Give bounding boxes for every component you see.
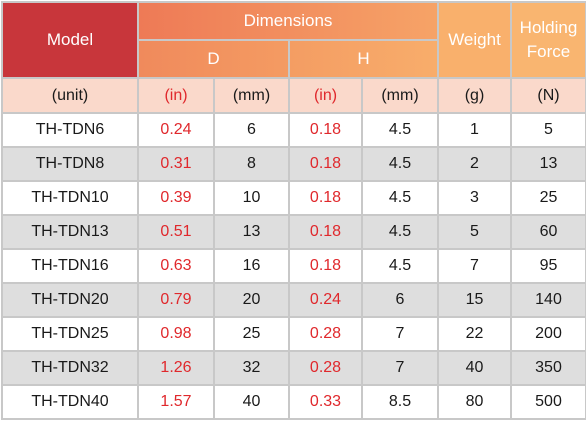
table-row: TH-TDN8 0.31 8 0.18 4.5 2 13 — [1, 146, 586, 182]
weight-header: Weight — [437, 1, 512, 79]
cell-force: 5 — [510, 112, 586, 148]
cell-h-in: 0.18 — [288, 180, 363, 216]
cell-d-in: 0.24 — [137, 112, 215, 148]
holding-force-header-line2: Force — [526, 42, 571, 61]
cell-d-in: 0.79 — [137, 282, 215, 318]
cell-h-in: 0.28 — [288, 316, 363, 352]
cell-h-mm: 4.5 — [361, 248, 439, 284]
unit-model: (unit) — [1, 77, 139, 114]
cell-h-in: 0.18 — [288, 146, 363, 182]
cell-d-mm: 13 — [213, 214, 290, 250]
cell-d-in: 0.31 — [137, 146, 215, 182]
cell-model: TH-TDN32 — [1, 350, 139, 386]
table-row: TH-TDN6 0.24 6 0.18 4.5 1 5 — [1, 112, 586, 148]
cell-h-mm: 4.5 — [361, 112, 439, 148]
header-row-1: Model Dimensions Weight Holding Force — [1, 1, 586, 79]
cell-h-in: 0.18 — [288, 214, 363, 250]
cell-h-in: 0.28 — [288, 350, 363, 386]
holding-force-header: Holding Force — [510, 1, 586, 79]
cell-force: 60 — [510, 214, 586, 250]
cell-weight: 7 — [437, 248, 512, 284]
cell-weight: 15 — [437, 282, 512, 318]
table-row: TH-TDN20 0.79 20 0.24 6 15 140 — [1, 282, 586, 318]
cell-weight: 40 — [437, 350, 512, 386]
cell-model: TH-TDN16 — [1, 248, 139, 284]
cell-model: TH-TDN6 — [1, 112, 139, 148]
cell-h-mm: 4.5 — [361, 146, 439, 182]
cell-weight: 80 — [437, 384, 512, 420]
unit-d-in: (in) — [137, 77, 215, 114]
unit-force: (N) — [510, 77, 586, 114]
cell-weight: 5 — [437, 214, 512, 250]
cell-d-in: 0.63 — [137, 248, 215, 284]
cell-d-mm: 10 — [213, 180, 290, 216]
cell-h-mm: 4.5 — [361, 180, 439, 216]
cell-h-mm: 7 — [361, 350, 439, 386]
cell-weight: 2 — [437, 146, 512, 182]
table-body: (unit) (in) (mm) (in) (mm) (g) (N) TH-TD… — [1, 77, 586, 420]
cell-force: 140 — [510, 282, 586, 318]
cell-force: 350 — [510, 350, 586, 386]
cell-d-mm: 20 — [213, 282, 290, 318]
table-row: TH-TDN25 0.98 25 0.28 7 22 200 — [1, 316, 586, 352]
table-row: TH-TDN13 0.51 13 0.18 4.5 5 60 — [1, 214, 586, 250]
table-row: TH-TDN40 1.57 40 0.33 8.5 80 500 — [1, 384, 586, 420]
cell-weight: 22 — [437, 316, 512, 352]
cell-h-in: 0.18 — [288, 248, 363, 284]
cell-h-mm: 4.5 — [361, 214, 439, 250]
cell-d-in: 0.39 — [137, 180, 215, 216]
cell-model: TH-TDN10 — [1, 180, 139, 216]
header-row-2: D H — [2, 39, 586, 79]
cell-d-mm: 25 — [213, 316, 290, 352]
cell-model: TH-TDN25 — [1, 316, 139, 352]
cell-model: TH-TDN40 — [1, 384, 139, 420]
table-header: Model Dimensions Weight Holding Force D … — [1, 1, 586, 79]
cell-d-in: 0.98 — [137, 316, 215, 352]
d-header: D — [137, 39, 290, 79]
unit-row: (unit) (in) (mm) (in) (mm) (g) (N) — [1, 77, 586, 114]
unit-h-mm: (mm) — [361, 77, 439, 114]
cell-force: 25 — [510, 180, 586, 216]
cell-force: 200 — [510, 316, 586, 352]
cell-model: TH-TDN13 — [1, 214, 139, 250]
unit-h-in: (in) — [288, 77, 363, 114]
unit-d-mm: (mm) — [213, 77, 290, 114]
cell-d-mm: 40 — [213, 384, 290, 420]
table-row: TH-TDN32 1.26 32 0.28 7 40 350 — [1, 350, 586, 386]
cell-h-mm: 7 — [361, 316, 439, 352]
h-header: H — [288, 39, 439, 79]
cell-d-in: 1.26 — [137, 350, 215, 386]
dimensions-header: Dimensions — [137, 1, 439, 41]
cell-d-mm: 16 — [213, 248, 290, 284]
cell-force: 13 — [510, 146, 586, 182]
table-row: TH-TDN10 0.39 10 0.18 4.5 3 25 — [1, 180, 586, 216]
model-header: Model — [1, 1, 139, 79]
cell-d-mm: 6 — [213, 112, 290, 148]
table-row: TH-TDN16 0.63 16 0.18 4.5 7 95 — [1, 248, 586, 284]
cell-force: 95 — [510, 248, 586, 284]
cell-d-mm: 8 — [213, 146, 290, 182]
cell-model: TH-TDN20 — [1, 282, 139, 318]
cell-h-mm: 8.5 — [361, 384, 439, 420]
unit-weight: (g) — [437, 77, 512, 114]
cell-d-in: 0.51 — [137, 214, 215, 250]
cell-force: 500 — [510, 384, 586, 420]
cell-h-in: 0.18 — [288, 112, 363, 148]
cell-model: TH-TDN8 — [1, 146, 139, 182]
cell-d-mm: 32 — [213, 350, 290, 386]
cell-weight: 1 — [437, 112, 512, 148]
cell-d-in: 1.57 — [137, 384, 215, 420]
cell-h-in: 0.33 — [288, 384, 363, 420]
cell-h-mm: 6 — [361, 282, 439, 318]
holding-force-header-line1: Holding — [519, 18, 578, 37]
cell-weight: 3 — [437, 180, 512, 216]
cell-h-in: 0.24 — [288, 282, 363, 318]
